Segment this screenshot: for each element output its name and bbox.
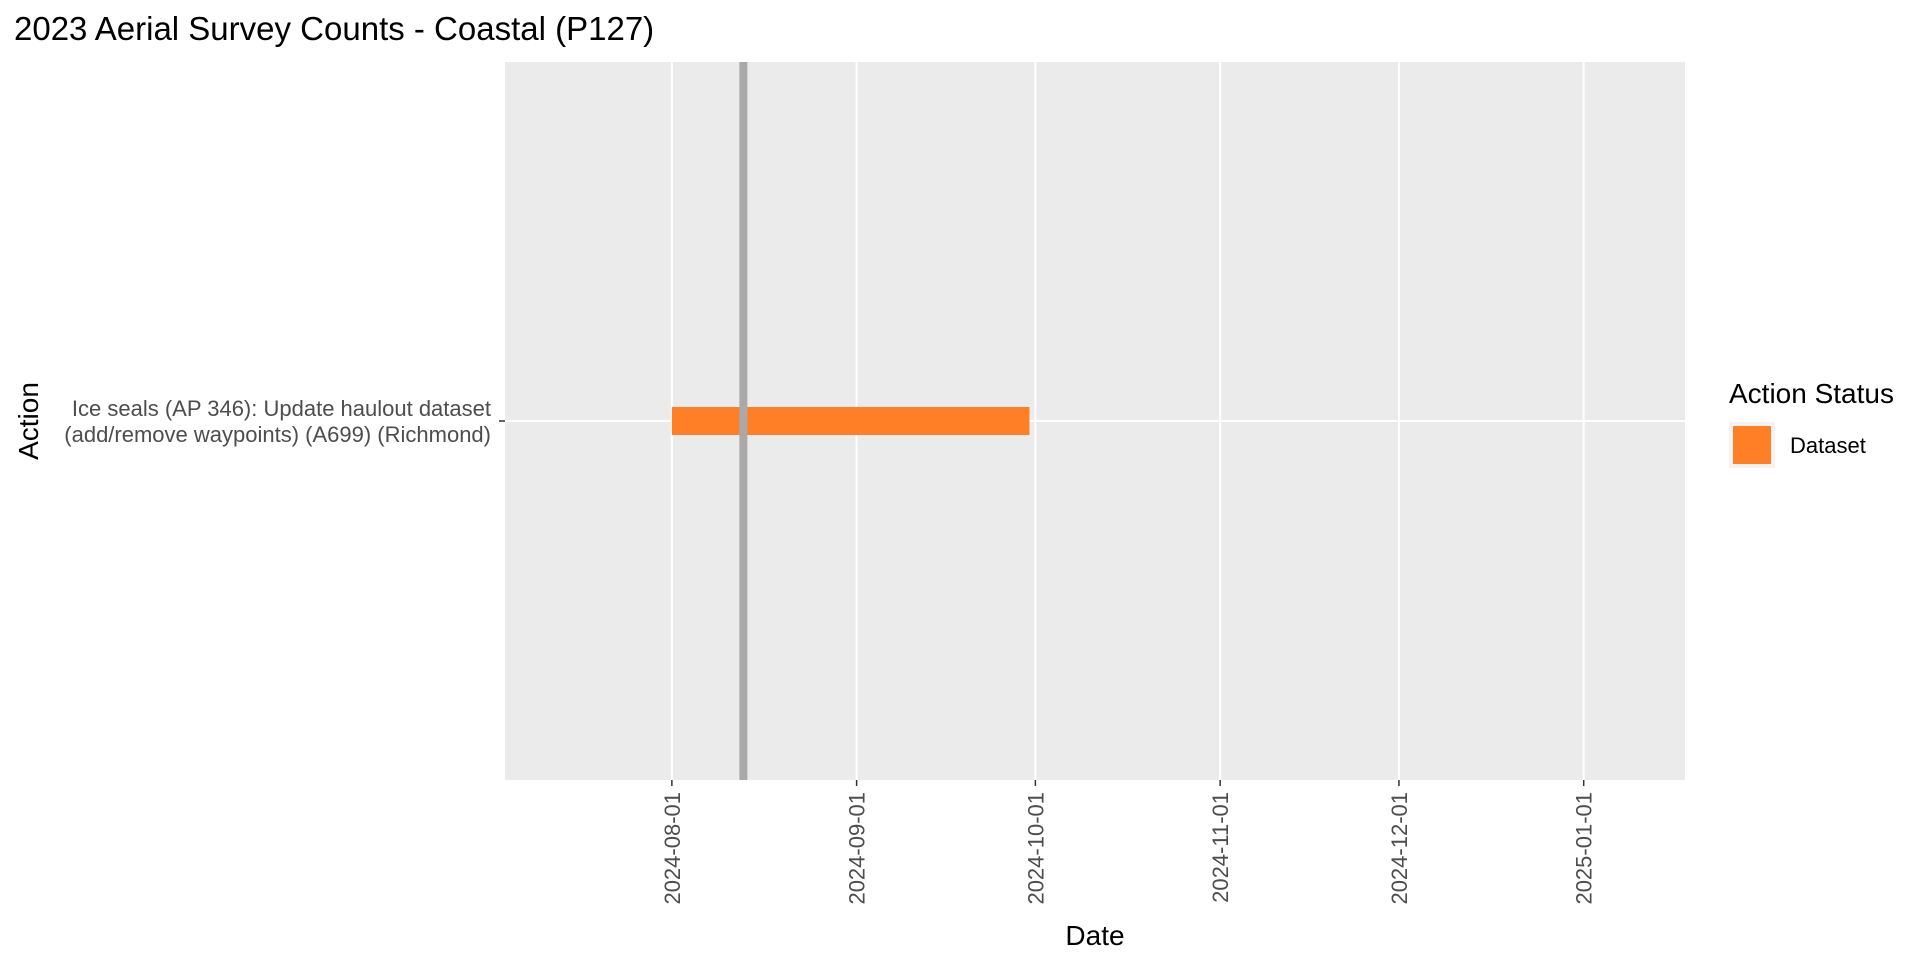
x-axis-title: Date: [1065, 920, 1124, 951]
legend: Action Status Dataset: [1729, 378, 1894, 468]
x-tick-label: 2024-08-01: [660, 792, 685, 905]
legend-title: Action Status: [1729, 378, 1894, 409]
y-axis: Ice seals (AP 346): Update haulout datas…: [64, 396, 505, 447]
legend-swatch: [1733, 426, 1771, 464]
legend-label: Dataset: [1790, 433, 1866, 458]
x-tick-label: 2025-01-01: [1572, 792, 1597, 905]
x-axis: 2024-08-01 2024-09-01 2024-10-01 2024-11-01…: [660, 780, 1597, 905]
x-tick-label: 2024-12-01: [1387, 792, 1412, 905]
x-tick-label: 2024-10-01: [1023, 792, 1048, 905]
x-tick-label: 2024-11-01: [1208, 792, 1233, 903]
task-bars: [671, 407, 1030, 435]
legend-entries: Dataset: [1729, 422, 1866, 468]
chart-title: 2023 Aerial Survey Counts - Coastal (P12…: [14, 10, 654, 47]
y-tick-label: Ice seals (AP 346): Update haulout datas…: [64, 396, 491, 447]
task-bar: [671, 407, 1030, 435]
y-axis-title: Action: [13, 382, 44, 460]
x-tick-label: 2024-09-01: [845, 792, 870, 905]
